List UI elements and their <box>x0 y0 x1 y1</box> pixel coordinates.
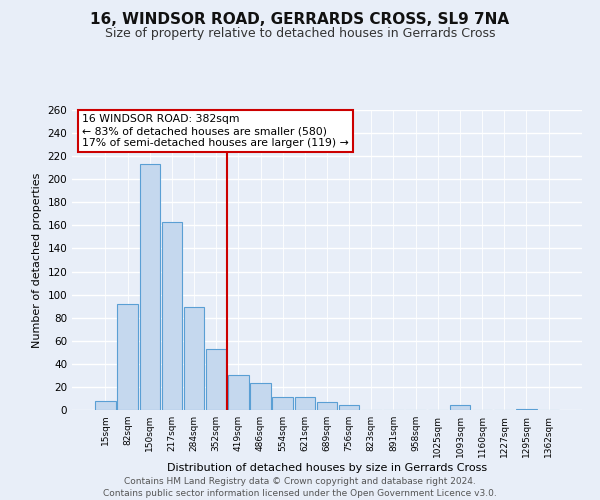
Bar <box>95 401 116 410</box>
Bar <box>450 406 470 410</box>
Bar <box>295 398 315 410</box>
Text: Contains HM Land Registry data © Crown copyright and database right 2024.
Contai: Contains HM Land Registry data © Crown c… <box>103 476 497 498</box>
Bar <box>339 406 359 410</box>
Y-axis label: Number of detached properties: Number of detached properties <box>32 172 42 348</box>
Text: 16 WINDSOR ROAD: 382sqm
← 83% of detached houses are smaller (580)
17% of semi-d: 16 WINDSOR ROAD: 382sqm ← 83% of detache… <box>82 114 349 148</box>
Bar <box>250 384 271 410</box>
Bar <box>140 164 160 410</box>
Bar <box>118 304 138 410</box>
Bar <box>317 402 337 410</box>
Bar <box>228 376 248 410</box>
Text: 16, WINDSOR ROAD, GERRARDS CROSS, SL9 7NA: 16, WINDSOR ROAD, GERRARDS CROSS, SL9 7N… <box>91 12 509 28</box>
Text: Size of property relative to detached houses in Gerrards Cross: Size of property relative to detached ho… <box>105 28 495 40</box>
Bar <box>184 308 204 410</box>
Bar <box>272 398 293 410</box>
Bar <box>206 349 226 410</box>
Bar <box>161 222 182 410</box>
X-axis label: Distribution of detached houses by size in Gerrards Cross: Distribution of detached houses by size … <box>167 462 487 472</box>
Bar <box>516 409 536 410</box>
